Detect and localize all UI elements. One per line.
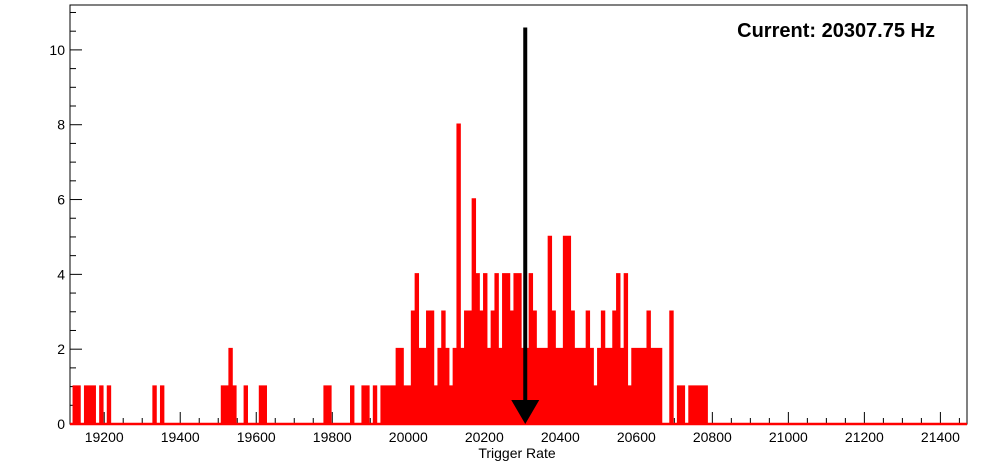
x-tick-label: 20200 (465, 429, 504, 445)
x-tick-label: 20600 (617, 429, 656, 445)
current-rate-arrow (511, 27, 540, 424)
series-layer (70, 123, 967, 426)
x-tick-label: 19600 (237, 429, 276, 445)
histogram-series-line (70, 123, 967, 426)
x-tick-label: 19400 (161, 429, 200, 445)
y-tick-label: 2 (57, 341, 65, 357)
x-tick-label: 19200 (85, 429, 124, 445)
x-axis: 19200 19400 19600 19800 20000 20200 20400 20600… (84, 412, 960, 445)
x-axis-label: Trigger Rate (478, 445, 556, 461)
arrow-head (511, 400, 540, 424)
x-tick-label: 21400 (921, 429, 960, 445)
current-rate-annotation: Current: 20307.75 Hz (737, 20, 935, 42)
x-tick-label: 19800 (313, 429, 352, 445)
y-tick-label: 10 (49, 42, 65, 58)
y-tick-label: 4 (57, 266, 65, 282)
x-tick-label: 21000 (769, 429, 808, 445)
x-tick-label: 20400 (541, 429, 580, 445)
y-tick-label: 0 (57, 416, 65, 432)
x-tick-label: 20000 (389, 429, 428, 445)
x-tick-label: 21200 (845, 429, 884, 445)
y-tick-label: 6 (57, 192, 65, 208)
x-tick-label: 20800 (693, 429, 732, 445)
y-tick-label: 8 (57, 117, 65, 133)
